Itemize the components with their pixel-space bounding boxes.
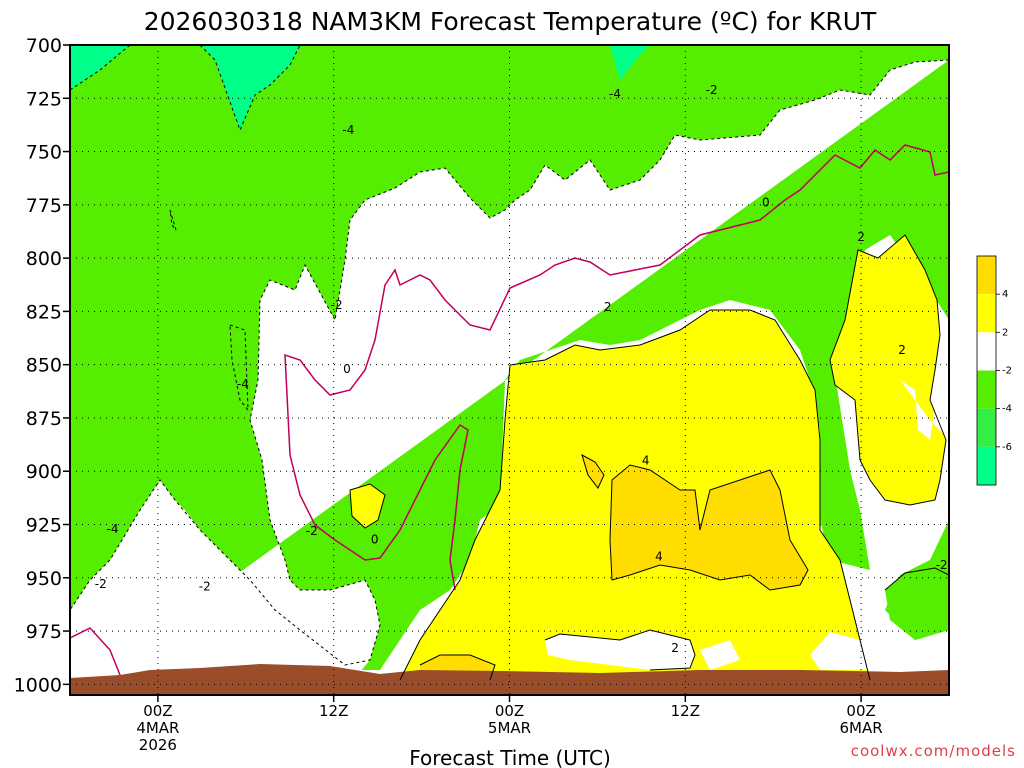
x-tick-label: 00Z (495, 702, 524, 720)
credit-text: coolwx.com/models (851, 742, 1016, 760)
zero-isotherm (70, 144, 949, 676)
ground (70, 664, 949, 695)
y-tick-label: 775 (26, 195, 62, 217)
y-tick-label: 975 (26, 621, 62, 643)
contour-label: -2 (306, 524, 318, 538)
contour-label: 2 (604, 300, 612, 314)
contour-label: 2 (671, 641, 679, 655)
colorbar-tick-label: 2 (1002, 327, 1008, 338)
contour-label: -4 (609, 87, 621, 101)
chart-title: 2026030318 NAM3KM Forecast Temperature (… (144, 7, 877, 36)
contour-label: 0 (762, 196, 770, 210)
contour-label: -4 (237, 377, 249, 391)
y-tick-label: 750 (26, 142, 62, 164)
contour-label: 0 (371, 532, 379, 546)
colorbar-segment (977, 446, 996, 485)
x-tick-label: 12Z (671, 702, 700, 720)
contour-label: -2 (199, 579, 211, 593)
neutral-bottom-pocket (545, 630, 695, 670)
colorbar-segment (977, 408, 996, 447)
contour-label: -2 (331, 298, 343, 312)
contour-label: 4 (642, 454, 650, 468)
contour-label: 0 (343, 362, 351, 376)
positive-contours (349, 234, 949, 681)
y-tick-label: 700 (26, 35, 62, 57)
y-tick-label: 850 (26, 355, 62, 377)
x-tick-label: 5MAR (488, 719, 531, 737)
y-tick-label: 800 (26, 248, 62, 270)
y-tick-label: 1000 (14, 674, 62, 696)
neutral-pocket (900, 380, 949, 520)
colorbar-segment (977, 370, 996, 409)
contour-label: -4 (342, 123, 354, 137)
y-tick-label: 725 (26, 88, 62, 110)
colorbar-segment (977, 294, 996, 333)
warm-blob (350, 484, 385, 528)
x-tick-label: 4MAR (136, 719, 179, 737)
x-tick-label: 12Z (319, 702, 348, 720)
y-tick-label: 875 (26, 408, 62, 430)
y-tick-label: 925 (26, 515, 62, 537)
x-axis-label: Forecast Time (UTC) (409, 746, 611, 768)
warmest-region (610, 465, 808, 590)
y-axis: 700 725 750 775 800 825 850 875 900 925 950 975 1000 (14, 35, 70, 696)
colorbar-tick-label: 4 (1002, 289, 1008, 300)
contour-label: -2 (95, 577, 107, 591)
contour-label: 2 (857, 230, 865, 244)
contour-labels: -2 -4 -4 -2 -4 -4 -2 -2 -2 -2 0 0 0 2 2 2 2 4 4 (95, 83, 948, 655)
contour-label: 2 (898, 343, 906, 357)
gridlines (70, 44, 949, 695)
contour-label: -2 (936, 558, 948, 572)
neutral-bottom-pocket-2 (810, 632, 870, 670)
contour-label: -4 (107, 522, 119, 536)
neutral-bottom-pocket-3 (700, 640, 740, 670)
colorbar-tick-label: -6 (1002, 442, 1012, 453)
cold-patch-right (885, 568, 949, 640)
x-tick-label: 2026 (139, 736, 177, 754)
colorbar-tick-label: -4 (1002, 404, 1012, 415)
contour-label: -2 (706, 83, 718, 97)
y-tick-label: 950 (26, 568, 62, 590)
warm-region-right (830, 235, 946, 505)
colorbar-segment (977, 332, 996, 371)
colorbar-tick-label: -2 (1002, 366, 1012, 377)
colorbar: 4 2 -2 -4 -6 (976, 255, 1012, 486)
y-tick-label: 825 (26, 301, 62, 323)
x-tick-label: 6MAR (840, 719, 883, 737)
x-tick-label: 00Z (846, 702, 875, 720)
y-tick-label: 900 (26, 461, 62, 483)
colorbar-segment (977, 256, 996, 295)
x-tick-label: 00Z (143, 702, 172, 720)
contour-label: 4 (655, 549, 663, 563)
negative-contours (70, 45, 949, 666)
warmest-region-3 (582, 455, 604, 488)
